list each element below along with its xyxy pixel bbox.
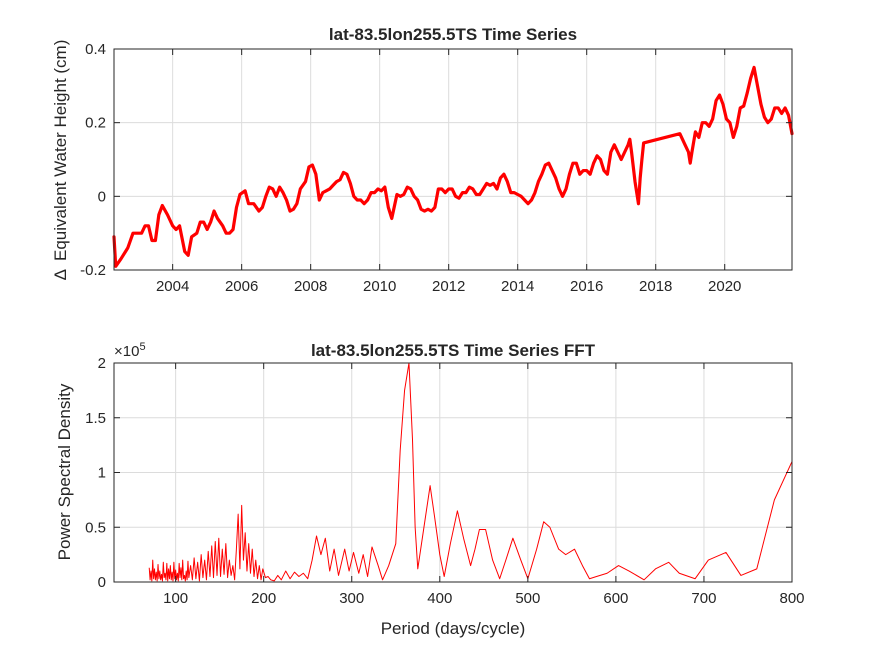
fft-x-tick-label: 500 bbox=[515, 590, 540, 607]
time-series-plot: lat-83.5lon255.5TS Time Series 2004 2006 2… bbox=[51, 25, 794, 295]
fft-y-axis-label: Power Spectral Density bbox=[55, 383, 74, 560]
time-series-y-ticks: -0.2 0 0.2 0.4 bbox=[80, 41, 792, 279]
time-series-y-tick-label: 0.4 bbox=[85, 41, 106, 58]
fft-y-exponent: ×105 bbox=[114, 341, 146, 360]
svg-text:ΔEquivalent Water Height (cm): Δ Equivalent Water Height (cm) bbox=[51, 40, 70, 281]
time-series-x-ticks: 2004 2006 2008 2010 2012 2014 2016 2018 2020 bbox=[156, 49, 741, 295]
fft-x-axis-label: Period (days/cycle) bbox=[381, 619, 526, 638]
time-series-x-tick-label: 2006 bbox=[225, 278, 258, 295]
fft-x-tick-label: 700 bbox=[691, 590, 716, 607]
time-series-x-tick-label: 2004 bbox=[156, 278, 189, 295]
time-series-x-tick-label: 2020 bbox=[708, 278, 741, 295]
fft-y-ticks: 0 0.5 1 1.5 2 bbox=[85, 355, 792, 591]
fft-x-tick-label: 600 bbox=[603, 590, 628, 607]
fft-x-tick-label: 800 bbox=[779, 590, 804, 607]
time-series-x-tick-label: 2008 bbox=[294, 278, 327, 295]
time-series-axes-frame bbox=[113, 48, 793, 271]
time-series-y-tick-label: 0.2 bbox=[85, 115, 106, 132]
fft-plot: lat-83.5lon255.5TS Time Series FFT 100 20… bbox=[55, 341, 805, 638]
fft-title: lat-83.5lon255.5TS Time Series FFT bbox=[311, 341, 596, 360]
time-series-x-tick-label: 2018 bbox=[639, 278, 672, 295]
fft-x-tick-label: 100 bbox=[163, 590, 188, 607]
time-series-line bbox=[112, 65, 794, 268]
time-series-y-tick-label: 0 bbox=[98, 188, 106, 205]
fft-x-tick-label: 300 bbox=[339, 590, 364, 607]
time-series-x-tick-label: 2016 bbox=[570, 278, 603, 295]
fft-x-tick-label: 400 bbox=[427, 590, 452, 607]
fft-line bbox=[148, 362, 793, 582]
time-series-y-tick-label: -0.2 bbox=[80, 262, 106, 279]
time-series-x-tick-label: 2014 bbox=[501, 278, 534, 295]
time-series-x-tick-label: 2012 bbox=[432, 278, 465, 295]
fft-y-tick-label: 1.5 bbox=[85, 410, 106, 427]
fft-x-tick-label: 200 bbox=[251, 590, 276, 607]
fft-y-tick-label: 2 bbox=[98, 355, 106, 372]
time-series-x-tick-label: 2010 bbox=[363, 278, 396, 295]
fft-x-ticks: 100 200 300 400 500 600 700 800 bbox=[163, 363, 805, 607]
fft-y-tick-label: 0.5 bbox=[85, 519, 106, 536]
time-series-y-axis-label: Δ Equivalent Water Height (cm) bbox=[51, 40, 70, 281]
fft-y-tick-label: 0 bbox=[98, 574, 106, 591]
fft-y-tick-label: 1 bbox=[98, 465, 106, 482]
time-series-title: lat-83.5lon255.5TS Time Series bbox=[329, 25, 577, 44]
time-series-y-label-symbol: Δ bbox=[51, 269, 70, 280]
time-series-y-label-text: Equivalent Water Height (cm) bbox=[51, 40, 70, 261]
